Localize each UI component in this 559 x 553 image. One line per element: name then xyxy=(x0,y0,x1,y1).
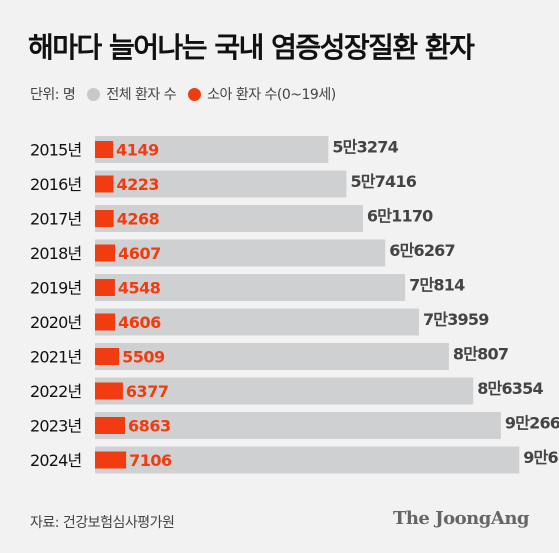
total-value-label: 7만814 xyxy=(409,276,465,295)
child-bar xyxy=(95,210,114,227)
total-bar xyxy=(95,239,386,267)
child-value-label: 6863 xyxy=(128,417,171,436)
child-value-label: 6377 xyxy=(126,382,169,401)
legend-item-child: 소아 환자 수(0~19세) xyxy=(188,84,336,104)
total-bar xyxy=(95,205,363,232)
legend-label-total: 전체 환자 수 xyxy=(106,87,177,103)
child-bar xyxy=(95,382,123,400)
child-bar xyxy=(95,141,114,158)
child-value-label: 4149 xyxy=(116,141,159,160)
child-value-label: 7106 xyxy=(129,451,172,470)
total-bar xyxy=(95,446,520,474)
total-bar xyxy=(95,377,474,405)
total-bar xyxy=(95,343,449,370)
year-label: 2021년 xyxy=(30,348,82,367)
year-label: 2015년 xyxy=(30,141,82,160)
total-bar xyxy=(95,274,406,301)
legend-dot-total xyxy=(87,87,101,101)
child-value-label: 4548 xyxy=(118,279,161,298)
child-bar xyxy=(95,451,127,469)
total-value-label: 6만6267 xyxy=(389,241,455,260)
legend-label-child: 소아 환자 수(0~19세) xyxy=(207,87,336,103)
legend-unit-label: 단위: 명 xyxy=(30,87,76,103)
year-label: 2018년 xyxy=(30,244,82,263)
total-bar xyxy=(95,308,419,336)
child-bar xyxy=(95,417,126,434)
source-note: 자료: 건강보험심사평가원 xyxy=(30,515,175,531)
child-bar xyxy=(95,175,114,193)
child-value-label: 4223 xyxy=(116,175,159,194)
total-value-label: 9만2665 xyxy=(505,414,559,433)
year-label: 2023년 xyxy=(30,417,82,436)
child-bar xyxy=(95,348,120,365)
total-bar xyxy=(95,136,329,163)
legend-dot-child xyxy=(188,87,202,101)
year-label: 2022년 xyxy=(30,382,82,401)
child-value-label: 4268 xyxy=(117,210,160,229)
year-label: 2017년 xyxy=(30,210,82,229)
legend-unit: 단위: 명 xyxy=(30,84,76,104)
year-label: 2024년 xyxy=(30,451,82,470)
brand-logo: The JoongAng xyxy=(392,508,530,529)
child-value-label: 5509 xyxy=(122,348,165,367)
total-bar xyxy=(95,412,501,439)
total-value-label: 5만3274 xyxy=(332,138,398,157)
total-value-label: 5만7416 xyxy=(350,172,416,191)
child-bar xyxy=(95,313,116,331)
total-bar xyxy=(95,170,347,198)
total-value-label: 8만6354 xyxy=(477,379,543,398)
year-label: 2019년 xyxy=(30,279,82,298)
legend: 단위: 명 전체 환자 수 소아 환자 수(0~19세) xyxy=(30,84,348,104)
child-value-label: 4607 xyxy=(118,244,161,263)
total-value-label: 9만6857 xyxy=(523,448,559,467)
year-label: 2016년 xyxy=(30,175,82,194)
child-bar xyxy=(95,279,115,296)
year-label: 2020년 xyxy=(30,313,82,332)
total-value-label: 8만807 xyxy=(453,345,508,364)
total-value-label: 6만1170 xyxy=(367,207,433,226)
child-bar xyxy=(95,244,116,262)
child-value-label: 4606 xyxy=(118,313,161,332)
total-value-label: 7만3959 xyxy=(423,310,489,329)
legend-item-total: 전체 환자 수 xyxy=(87,84,177,104)
chart-title: 해마다 늘어나는 국내 염증성장질환 환자 xyxy=(28,31,475,64)
